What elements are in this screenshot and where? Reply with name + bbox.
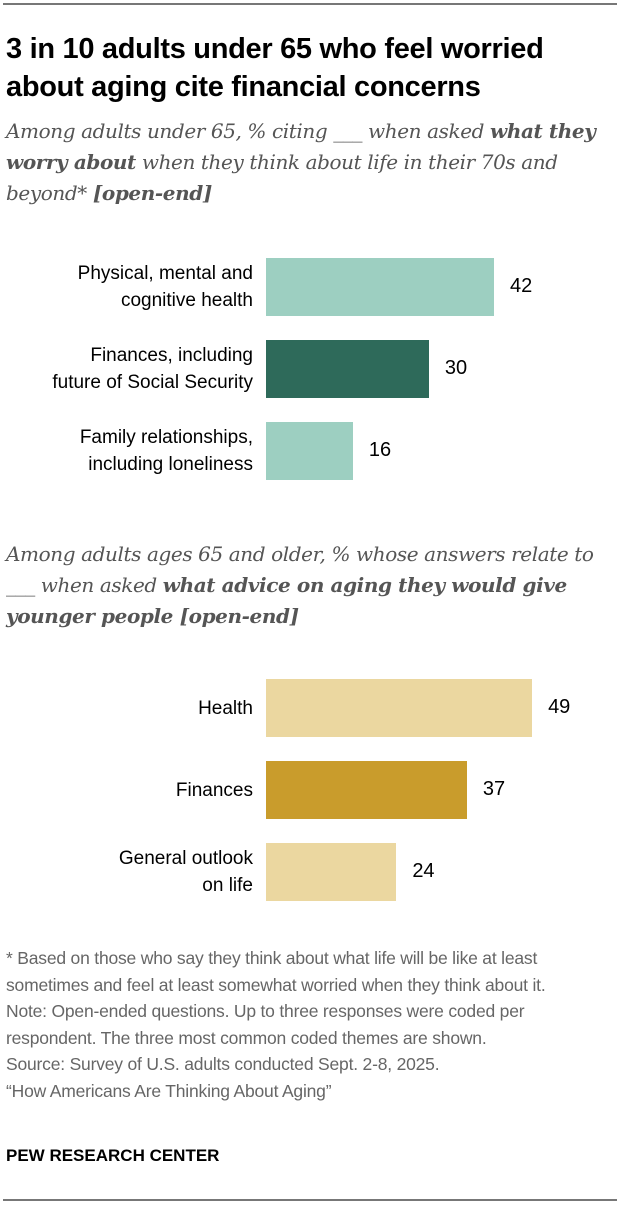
value-label: 24 [412,860,435,882]
subtitle-1-post: when they think about life in their 70s … [6,150,558,205]
category-label-line: Physical, mental and [77,263,253,284]
notes: * Based on those who say they think abou… [6,945,618,1104]
footnote: * Based on those who say they think abou… [6,948,546,995]
bottom-rule [3,1199,617,1201]
value-label: 49 [548,696,571,718]
bar [266,843,397,901]
category-label-line: Finances [175,779,253,801]
bar [266,422,353,480]
note: Note: Open-ended questions. Up to three … [6,1001,525,1048]
category-label: Physical, mental and cognitive health [78,260,253,314]
chart-title: 3 in 10 adults under 65 who feel worried… [6,33,544,103]
subtitle-2-pre: Among adults ages 65 and older, % whose … [6,542,594,597]
report-title: “How Americans Are Thinking About Aging” [6,1080,332,1101]
category-label-line: future of Social Security [52,372,253,393]
source: Source: Survey of U.S. adults conducted … [6,1054,440,1074]
category-label: Health [198,695,253,722]
category-label-line: Family relationships, [79,427,253,448]
bar [266,761,467,819]
category-label: Finances, including future of Social Secu… [52,342,253,396]
bar [266,258,495,316]
category-label-line: Finances, including [90,345,253,366]
bar [266,679,533,737]
subtitle-2-bold: what advice on aging they would give you… [6,573,567,628]
subtitle-1: Among adults under 65, % citing ___ when… [6,116,616,209]
bar [266,340,429,398]
subtitle-1-bold2: [open-end] [92,181,212,205]
brand-logo: PEW RESEARCH CENTER [6,1146,220,1165]
category-label-line: on life [202,875,253,896]
subtitle-1-pre: Among adults under 65, % citing ___ when… [6,119,491,143]
category-label-line: including loneliness [88,454,253,475]
top-rule [3,3,617,5]
subtitle-1-bold: what they worry about [6,119,596,174]
value-label: 16 [368,439,392,461]
category-label-line: cognitive health [120,290,253,311]
category-label: Family relationships, including lonelines… [80,424,253,478]
category-label-line: General outlook [118,848,253,869]
category-label: General outlook on life [119,845,253,899]
category-label: Finances [176,777,253,804]
value-label: 37 [482,778,506,800]
value-label: 42 [510,275,533,297]
category-label-line: Health [198,697,253,719]
value-label: 30 [444,357,468,379]
subtitle-2: Among adults ages 65 and older, % whose … [6,539,616,632]
